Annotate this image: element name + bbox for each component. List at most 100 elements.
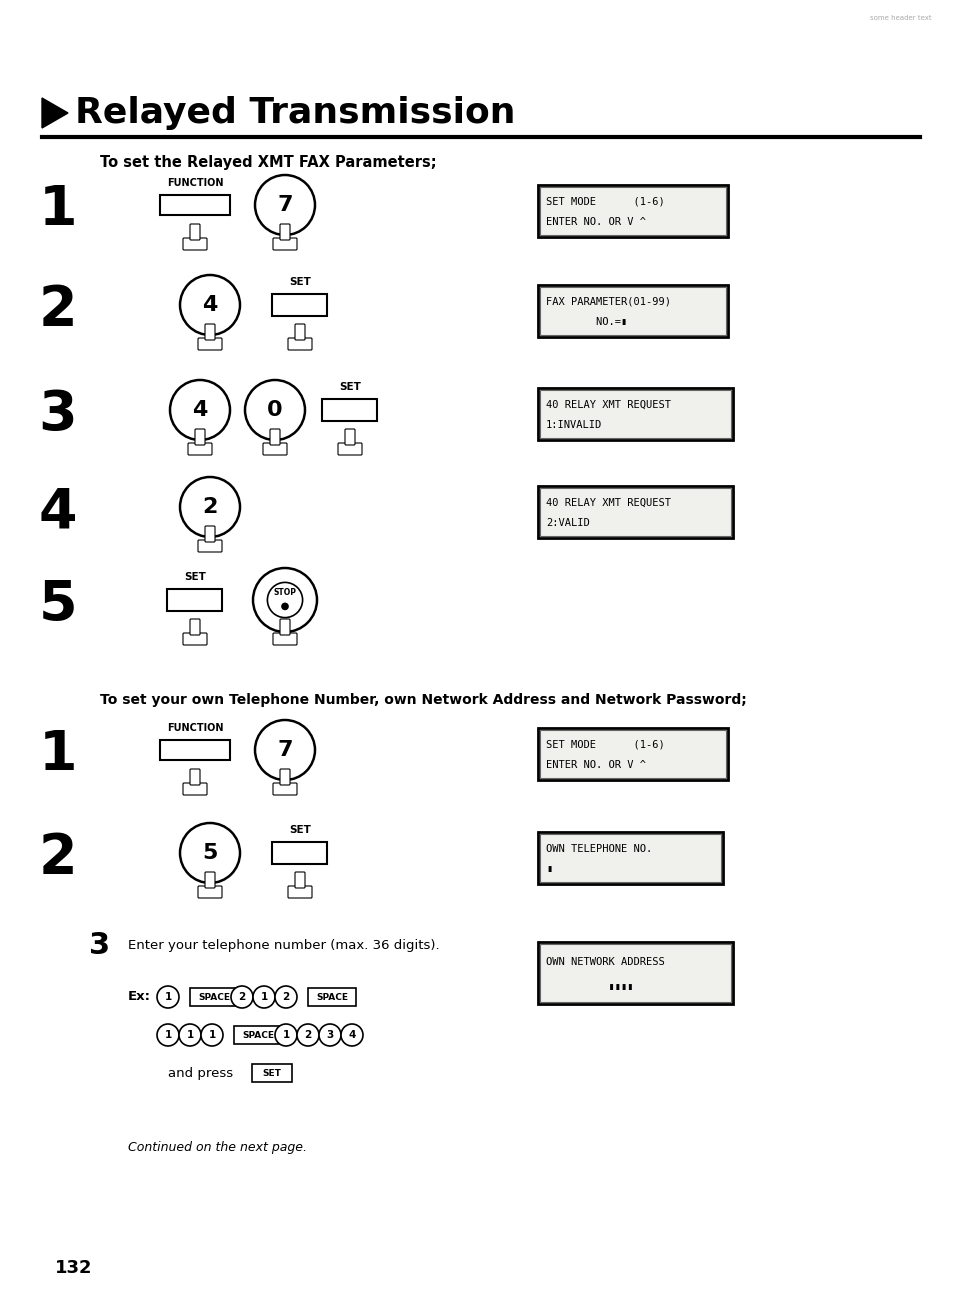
Circle shape xyxy=(231,986,253,1008)
Circle shape xyxy=(253,568,316,632)
Text: NO.=▮: NO.=▮ xyxy=(545,318,626,327)
Text: 40 RELAY XMT REQUEST: 40 RELAY XMT REQUEST xyxy=(545,498,670,507)
FancyBboxPatch shape xyxy=(160,195,230,215)
Text: 4: 4 xyxy=(39,485,77,540)
Text: 2: 2 xyxy=(202,497,217,518)
Circle shape xyxy=(157,986,179,1008)
Text: FAX PARAMETER(01-99): FAX PARAMETER(01-99) xyxy=(545,297,670,306)
Text: 1: 1 xyxy=(39,728,77,782)
Text: To set your own Telephone Number, own Network Address and Network Password;: To set your own Telephone Number, own Ne… xyxy=(100,693,746,707)
FancyBboxPatch shape xyxy=(537,388,732,440)
Text: SPACE: SPACE xyxy=(198,992,230,1001)
Text: 40 RELAY XMT REQUEST: 40 RELAY XMT REQUEST xyxy=(545,399,670,410)
Text: 3: 3 xyxy=(90,930,111,960)
Text: SPACE: SPACE xyxy=(242,1031,274,1039)
Text: 1: 1 xyxy=(260,992,268,1003)
Text: 7: 7 xyxy=(277,741,293,760)
Circle shape xyxy=(245,380,305,440)
Text: 3: 3 xyxy=(39,388,77,442)
FancyBboxPatch shape xyxy=(190,619,200,636)
Text: OWN NETWORK ADDRESS: OWN NETWORK ADDRESS xyxy=(545,957,664,966)
FancyBboxPatch shape xyxy=(160,741,230,760)
FancyBboxPatch shape xyxy=(273,783,296,795)
Circle shape xyxy=(253,986,274,1008)
FancyBboxPatch shape xyxy=(308,988,355,1006)
Circle shape xyxy=(267,582,302,617)
FancyBboxPatch shape xyxy=(270,429,280,445)
Text: 4: 4 xyxy=(193,399,208,420)
Text: 3: 3 xyxy=(326,1030,334,1040)
Circle shape xyxy=(340,1025,363,1045)
Text: SET: SET xyxy=(289,278,311,287)
FancyBboxPatch shape xyxy=(322,399,377,422)
FancyBboxPatch shape xyxy=(190,769,200,785)
FancyBboxPatch shape xyxy=(345,429,355,445)
Text: 1:INVALID: 1:INVALID xyxy=(545,420,601,431)
Circle shape xyxy=(318,1025,340,1045)
Text: Enter your telephone number (max. 36 digits).: Enter your telephone number (max. 36 dig… xyxy=(128,939,439,952)
Circle shape xyxy=(296,1025,318,1045)
Text: SET: SET xyxy=(338,383,360,392)
FancyBboxPatch shape xyxy=(205,324,214,340)
Text: 1: 1 xyxy=(186,1030,193,1040)
FancyBboxPatch shape xyxy=(294,872,305,888)
Text: 2: 2 xyxy=(39,831,77,885)
Circle shape xyxy=(201,1025,223,1045)
FancyBboxPatch shape xyxy=(273,239,296,250)
FancyBboxPatch shape xyxy=(188,444,212,455)
FancyBboxPatch shape xyxy=(537,285,727,337)
Text: SET: SET xyxy=(184,572,206,582)
Text: STOP: STOP xyxy=(274,589,296,598)
Circle shape xyxy=(254,720,314,779)
FancyBboxPatch shape xyxy=(198,886,222,898)
Text: ▮▮▮▮: ▮▮▮▮ xyxy=(545,982,633,992)
Text: SET: SET xyxy=(262,1069,281,1078)
Text: ▮: ▮ xyxy=(545,864,552,874)
FancyBboxPatch shape xyxy=(280,224,290,240)
FancyBboxPatch shape xyxy=(280,769,290,785)
FancyBboxPatch shape xyxy=(205,527,214,542)
Text: 1: 1 xyxy=(164,1030,172,1040)
Text: 1: 1 xyxy=(208,1030,215,1040)
FancyBboxPatch shape xyxy=(280,619,290,636)
Text: 2:VALID: 2:VALID xyxy=(545,519,589,528)
FancyBboxPatch shape xyxy=(263,444,287,455)
Text: SPACE: SPACE xyxy=(315,992,348,1001)
Text: 0: 0 xyxy=(267,399,282,420)
Polygon shape xyxy=(42,99,68,128)
Text: SET MODE      (1-6): SET MODE (1-6) xyxy=(545,197,664,206)
Text: 4: 4 xyxy=(348,1030,355,1040)
Circle shape xyxy=(170,380,230,440)
Circle shape xyxy=(180,824,240,883)
FancyBboxPatch shape xyxy=(337,444,361,455)
Text: ENTER NO. OR V ^: ENTER NO. OR V ^ xyxy=(545,218,645,227)
Text: FUNCTION: FUNCTION xyxy=(167,178,223,188)
Text: 1: 1 xyxy=(282,1030,290,1040)
Circle shape xyxy=(157,1025,179,1045)
FancyBboxPatch shape xyxy=(537,185,727,237)
Text: ENTER NO. OR V ^: ENTER NO. OR V ^ xyxy=(545,760,645,770)
FancyBboxPatch shape xyxy=(537,486,732,538)
FancyBboxPatch shape xyxy=(183,783,207,795)
FancyBboxPatch shape xyxy=(537,728,727,779)
Text: and press: and press xyxy=(168,1066,233,1079)
Text: OWN TELEPHONE NO.: OWN TELEPHONE NO. xyxy=(545,843,652,853)
FancyBboxPatch shape xyxy=(198,339,222,350)
Text: To set the Relayed XMT FAX Parameters;: To set the Relayed XMT FAX Parameters; xyxy=(100,154,436,170)
FancyBboxPatch shape xyxy=(194,429,205,445)
FancyBboxPatch shape xyxy=(205,872,214,888)
Circle shape xyxy=(254,175,314,235)
FancyBboxPatch shape xyxy=(183,633,207,645)
FancyBboxPatch shape xyxy=(273,294,327,316)
FancyBboxPatch shape xyxy=(273,842,327,864)
Text: 2: 2 xyxy=(282,992,290,1003)
Text: Continued on the next page.: Continued on the next page. xyxy=(128,1141,307,1154)
Text: 1: 1 xyxy=(39,183,77,237)
Text: 1: 1 xyxy=(164,992,172,1003)
Text: Ex:: Ex: xyxy=(128,991,151,1004)
FancyBboxPatch shape xyxy=(168,589,222,611)
FancyBboxPatch shape xyxy=(190,988,237,1006)
Text: FUNCTION: FUNCTION xyxy=(167,722,223,733)
FancyBboxPatch shape xyxy=(183,239,207,250)
Text: 7: 7 xyxy=(277,195,293,215)
